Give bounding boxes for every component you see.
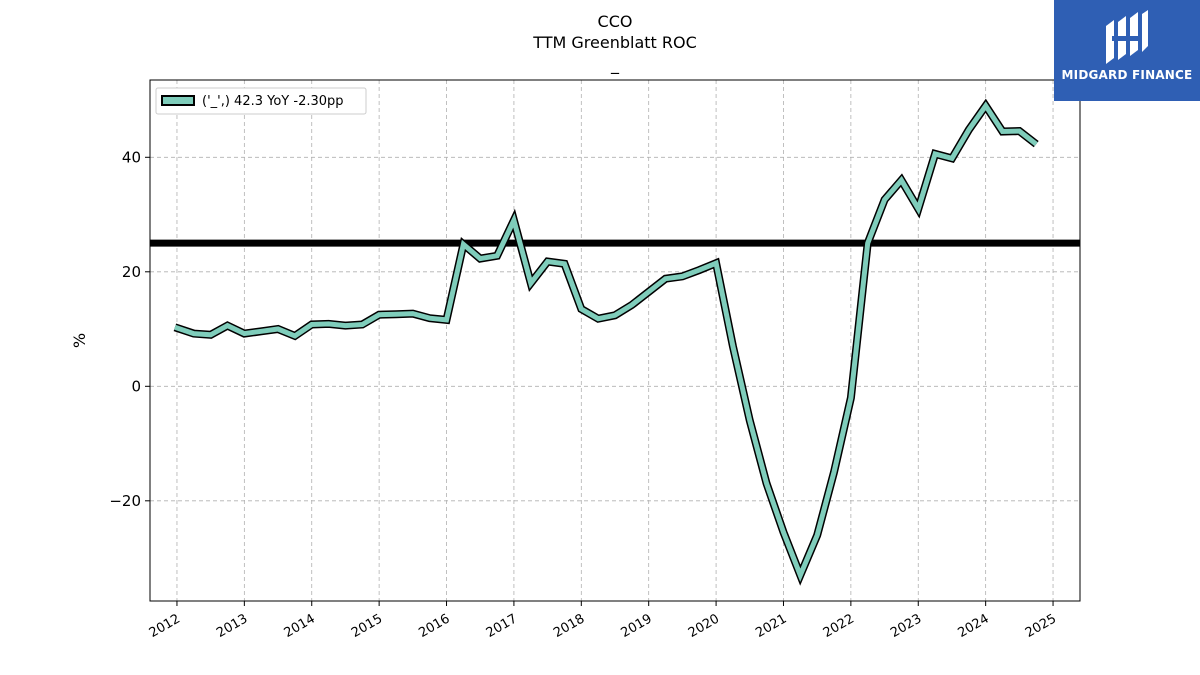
- x-tick-label: 2024: [955, 611, 991, 641]
- x-tick-label: 2022: [821, 611, 857, 641]
- logo-text: MIDGARD FINANCE: [1061, 68, 1193, 82]
- y-tick-label: 40: [122, 148, 141, 166]
- chart-subtitle: TTM Greenblatt ROC: [532, 33, 697, 52]
- y-tick-label: 20: [122, 263, 141, 281]
- x-tick-label: 2017: [484, 611, 520, 641]
- x-tick-label: 2020: [686, 611, 722, 641]
- logo-mark-icon: [1106, 10, 1148, 64]
- brand-logo: MIDGARD FINANCE: [1054, 0, 1200, 101]
- y-axis: −20 0 20 40: [109, 148, 150, 510]
- x-tick-label: 2012: [147, 611, 183, 641]
- x-tick-label: 2023: [888, 611, 924, 641]
- grid: [150, 80, 1080, 601]
- chart-title: CCO: [598, 12, 633, 31]
- x-axis: 2012 2013 2014 2015 2016 2017 2018 2019 2020 2021…: [147, 601, 1059, 641]
- x-tick-label: 2014: [282, 611, 318, 641]
- x-tick-label: 2021: [753, 611, 789, 641]
- series-layer: [173, 98, 1039, 586]
- legend: ('_',) 42.3 YoY -2.30pp: [155, 87, 367, 115]
- legend-entry: ('_',) 42.3 YoY -2.30pp: [202, 94, 344, 109]
- legend-swatch: [161, 95, 195, 106]
- x-tick-label: 2015: [349, 611, 385, 641]
- legend-box: [155, 87, 367, 115]
- x-tick-label: 2013: [214, 611, 250, 641]
- y-axis-label: %: [70, 333, 89, 348]
- x-tick-label: 2016: [416, 611, 452, 641]
- y-tick-label: 0: [131, 377, 141, 395]
- plot-area: [150, 80, 1080, 601]
- plot-border: [149, 79, 1081, 602]
- chart-subtitle-2: _: [610, 55, 620, 75]
- x-tick-label: 2025: [1023, 611, 1059, 641]
- x-tick-label: 2018: [551, 611, 587, 641]
- y-tick-label: −20: [109, 492, 141, 510]
- series-line: [174, 101, 1038, 582]
- x-tick-label: 2019: [619, 611, 655, 641]
